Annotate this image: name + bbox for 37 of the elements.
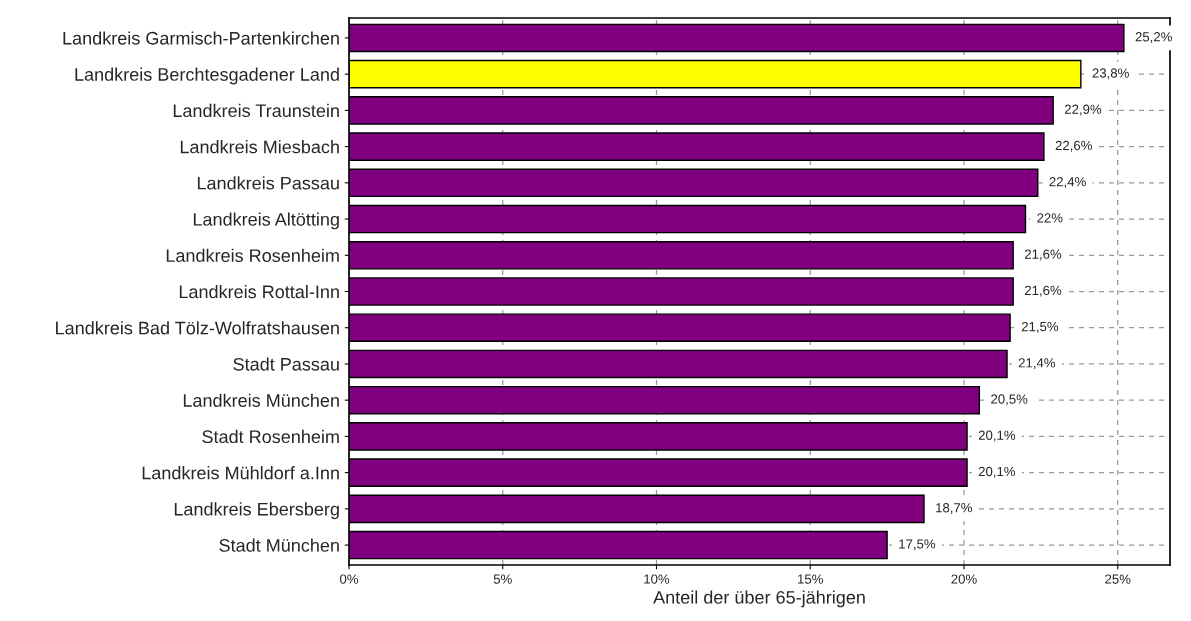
x-tick-label: 25%: [1105, 574, 1131, 584]
x-axis-title: Anteil der über 65-jährigen: [653, 590, 865, 608]
y-tick-label: Landkreis Ebersberg: [174, 502, 339, 520]
x-tick-label: 20%: [951, 574, 977, 584]
y-tick-label: Landkreis Garmisch-Partenkirchen: [63, 31, 339, 45]
data-label: 22,6%: [1055, 140, 1092, 152]
y-tick-label: Landkreis Miesbach: [180, 140, 339, 154]
y-tick-label: Landkreis Mühldorf a.Inn: [142, 466, 339, 480]
data-label: 20,1%: [978, 466, 1016, 478]
y-tick-label: Landkreis Passau: [197, 176, 339, 190]
data-label: 20,1%: [978, 430, 1016, 442]
data-label: 22%: [1037, 213, 1063, 223]
x-tick-label: 5%: [493, 574, 512, 584]
data-label: 21,4%: [1018, 358, 1056, 370]
y-tick-label: Landkreis Rosenheim: [166, 248, 339, 262]
y-tick-label: Landkreis Berchtesgadener Land: [75, 67, 339, 85]
data-label: 17,5%: [899, 539, 936, 551]
x-tick-label: 0%: [339, 574, 359, 584]
y-tick-label: Stadt Passau: [233, 357, 339, 371]
y-tick-label: Stadt München: [219, 538, 339, 552]
data-label: 22,9%: [1064, 104, 1102, 116]
y-tick-label: Landkreis Altötting: [193, 212, 339, 230]
data-label: 25,2%: [1135, 32, 1172, 44]
x-tick-label: 15%: [798, 574, 823, 584]
data-label: 21,6%: [1024, 285, 1062, 297]
data-label: 23,8%: [1092, 68, 1129, 80]
data-label: 20,5%: [991, 394, 1028, 406]
y-tick-label: Landkreis Bad Tölz-Wolfratshausen: [56, 321, 339, 335]
data-label: 21,5%: [1021, 321, 1059, 333]
data-label: 22,4%: [1049, 177, 1086, 188]
y-tick-label: Stadt Rosenheim: [202, 429, 339, 444]
y-tick-label: Landkreis Rottal-Inn: [179, 284, 339, 299]
x-tick-label: 10%: [644, 574, 670, 584]
data-label: 21,6%: [1024, 249, 1062, 261]
y-tick-label: Landkreis Traunstein: [173, 103, 339, 118]
y-tick-label: Landkreis München: [183, 393, 339, 407]
data-label: 18,7%: [936, 503, 973, 514]
